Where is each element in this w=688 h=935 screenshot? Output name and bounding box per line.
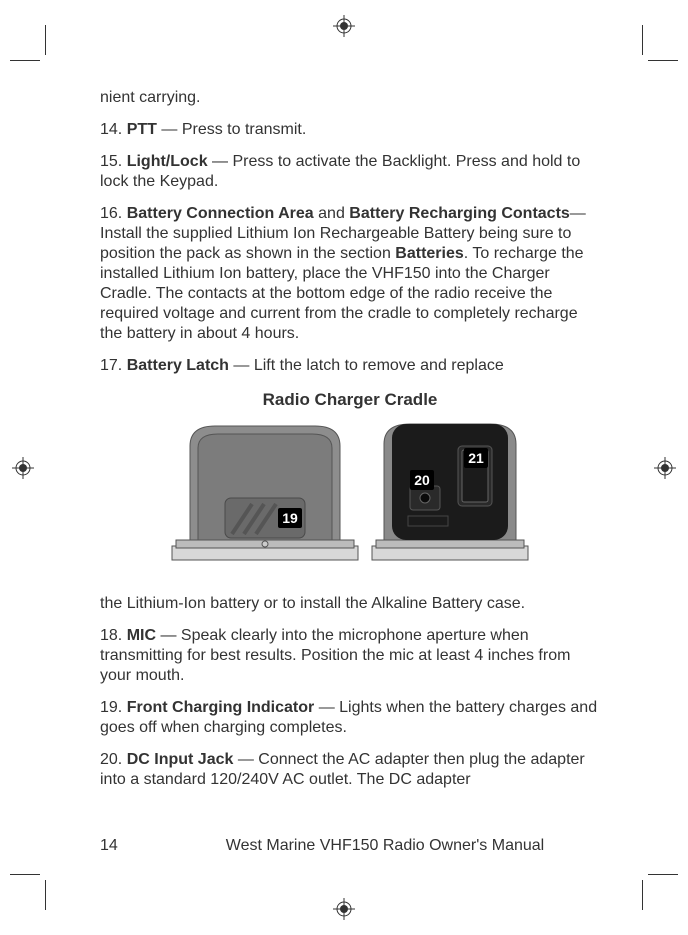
- footer-text: West Marine VHF150 Radio Owner's Manual: [170, 837, 600, 855]
- item-term: Battery Connection Area: [127, 205, 314, 222]
- crop-mark: [45, 880, 46, 910]
- item-sep: —: [229, 357, 254, 374]
- figure-title: Radio Charger Cradle: [100, 390, 600, 410]
- registration-mark: [333, 15, 355, 37]
- crop-mark: [642, 880, 643, 910]
- callout-19: 19: [278, 508, 302, 528]
- registration-mark: [12, 457, 34, 479]
- item-number: 17.: [100, 357, 122, 374]
- page-content: nient carrying. 14. PTT — Press to trans…: [100, 88, 600, 858]
- page-footer: 14 West Marine VHF150 Radio Owner's Manu…: [100, 837, 600, 855]
- figure-cradle: 19 20 21: [100, 416, 600, 566]
- cradle-front: 19: [170, 416, 360, 566]
- item-text: Press to transmit.: [182, 121, 306, 138]
- item-number: 15.: [100, 153, 122, 170]
- item-20: 20. DC Input Jack — Connect the AC adapt…: [100, 750, 600, 790]
- registration-mark: [333, 898, 355, 920]
- item-15: 15. Light/Lock — Press to activate the B…: [100, 152, 600, 192]
- item-19: 19. Front Charging Indicator — Lights wh…: [100, 698, 600, 738]
- item-number: 19.: [100, 699, 122, 716]
- item-number: 16.: [100, 205, 122, 222]
- page-number: 14: [100, 837, 170, 855]
- callout-20: 20: [410, 470, 434, 490]
- item-17: 17. Battery Latch — Lift the latch to re…: [100, 356, 600, 376]
- item-sep: —: [233, 751, 258, 768]
- crop-mark: [10, 60, 40, 61]
- crop-mark: [648, 60, 678, 61]
- item-16: 16. Battery Connection Area and Battery …: [100, 204, 600, 344]
- crop-mark: [642, 25, 643, 55]
- item-sep: —: [570, 205, 586, 222]
- item-number: 20.: [100, 751, 122, 768]
- item-sep: —: [157, 121, 182, 138]
- item-term: Light/Lock: [127, 153, 208, 170]
- item-sep: —: [156, 627, 181, 644]
- item-17-cont: the Lithium-Ion battery or to install th…: [100, 594, 600, 614]
- item-term: DC Input Jack: [127, 751, 234, 768]
- item-sep: —: [314, 699, 339, 716]
- item-number: 18.: [100, 627, 122, 644]
- item-term: Battery Latch: [127, 357, 229, 374]
- registration-mark: [654, 457, 676, 479]
- item-term: Batteries: [395, 245, 463, 262]
- crop-mark: [648, 874, 678, 875]
- item-term: Battery Recharging Contacts: [349, 205, 570, 222]
- item-text: Lift the latch to remove and replace: [254, 357, 504, 374]
- item-18: 18. MIC — Speak clearly into the microph…: [100, 626, 600, 686]
- cradle-back: 20 21: [370, 416, 530, 566]
- continuation-text: nient carrying.: [100, 88, 600, 108]
- crop-mark: [45, 25, 46, 55]
- crop-mark: [10, 874, 40, 875]
- item-term: MIC: [127, 627, 156, 644]
- item-term: Front Charging Indicator: [127, 699, 315, 716]
- item-number: 14.: [100, 121, 122, 138]
- callout-21: 21: [464, 448, 488, 468]
- item-and: and: [314, 205, 350, 222]
- item-sep: —: [208, 153, 233, 170]
- item-term: PTT: [127, 121, 157, 138]
- item-14: 14. PTT — Press to transmit.: [100, 120, 600, 140]
